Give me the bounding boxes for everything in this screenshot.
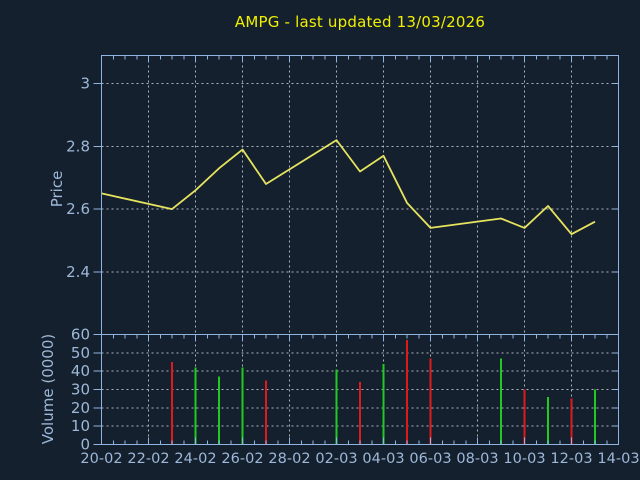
volume-ytick-label: 50: [71, 344, 90, 362]
price-ytick-label: 2.6: [66, 200, 90, 218]
price-ytick-label: 3: [80, 75, 90, 93]
x-tick-label: 08-03: [456, 451, 498, 467]
volume-axis-label: Volume (0000): [39, 333, 57, 445]
x-tick-label: 02-03: [315, 451, 357, 467]
price-ytick-label: 2.8: [66, 137, 90, 155]
x-tick-label: 24-02: [174, 451, 216, 467]
volume-ytick-label: 40: [71, 362, 90, 380]
x-tick-label: 28-02: [268, 451, 310, 467]
volume-ytick-label: 10: [71, 417, 90, 435]
x-tick-label: 22-02: [127, 451, 169, 467]
x-tick-label: 26-02: [221, 451, 263, 467]
price-axis-label: Price: [48, 170, 66, 208]
x-tick-label: 04-03: [362, 451, 404, 467]
x-tick-label: 12-03: [550, 451, 592, 467]
x-tick-label: 20-02: [80, 451, 122, 467]
volume-ytick-label: 20: [71, 399, 90, 417]
volume-ytick-label: 30: [71, 381, 90, 399]
price-line: [101, 139, 596, 236]
chart-title: AMPG - last updated 13/03/2026: [234, 13, 486, 31]
price-ytick-label: 2.4: [66, 263, 90, 281]
x-tick-label: 14-03: [597, 451, 639, 467]
volume-ytick-label: 0: [80, 436, 90, 454]
volume-ytick-label: 60: [71, 326, 90, 344]
x-tick-label: 06-03: [409, 451, 451, 467]
x-tick-label: 10-03: [503, 451, 545, 467]
